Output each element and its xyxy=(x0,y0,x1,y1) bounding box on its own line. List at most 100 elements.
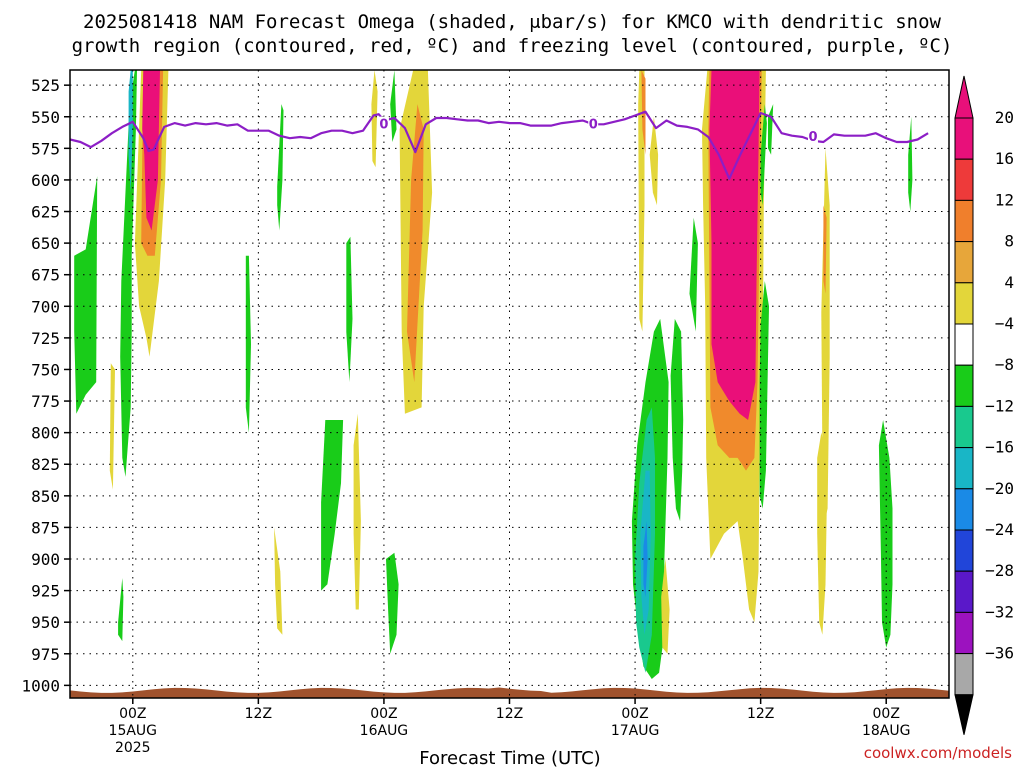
y-tick-label-1000: 1000 xyxy=(21,676,60,695)
x-tick-label-42: 12Z xyxy=(496,706,523,722)
x-tick-date-30: 16AUG xyxy=(360,723,409,739)
x-tick-date-6: 15AUG xyxy=(109,723,158,739)
omega-region-orange-37 xyxy=(823,205,827,294)
omega-region-green-39 xyxy=(908,116,913,212)
y-axis: 525 550 575 600 625 650 675 700 725 750 775 800 825 8… xyxy=(21,76,70,695)
freezing-level-label-1: 0 xyxy=(589,118,598,133)
x-tick-label-66: 12Z xyxy=(747,706,774,722)
omega-region-yellow-38 xyxy=(817,432,828,635)
freezing-label-bg-1 xyxy=(588,116,599,131)
y-tick-label-700: 700 xyxy=(31,297,60,316)
colorbar-swatch-2 xyxy=(954,199,974,243)
colorbar-swatch-12 xyxy=(954,611,974,655)
x-tick-year-6: 2025 xyxy=(115,740,151,756)
y-tick-label-875: 875 xyxy=(31,518,60,537)
omega-region-green-13 xyxy=(321,420,344,591)
colorbar-label-1: 16 xyxy=(995,149,1014,168)
freezing-level-layer: 0 0 0 xyxy=(70,110,929,180)
colorbar-label-11: −28 xyxy=(985,561,1014,580)
freezing-label-bg-0 xyxy=(378,116,389,131)
x-tick-label-18: 12Z xyxy=(245,706,272,722)
y-tick-label-650: 650 xyxy=(31,234,60,253)
colorbar-swatch-1 xyxy=(954,158,974,201)
y-tick-label-975: 975 xyxy=(31,645,60,664)
x-tick-label-78: 00Z xyxy=(873,706,900,722)
colorbar-swatch-0 xyxy=(954,117,974,160)
chart-title-line-1: 2025081418 NAM Forecast Omega (shaded, μ… xyxy=(83,11,941,33)
y-tick-label-800: 800 xyxy=(31,424,60,443)
omega-region-green-28 xyxy=(670,318,684,522)
watermark: coolwx.com/models xyxy=(864,744,1012,762)
omega-region-green-3 xyxy=(120,70,137,477)
y-tick-label-625: 625 xyxy=(31,203,60,222)
x-tick-date-78: 18AUG xyxy=(862,723,911,739)
colorbar-label-3: 8 xyxy=(1004,232,1014,251)
y-tick-label-675: 675 xyxy=(31,266,60,285)
colorbar-label-4: 4 xyxy=(1004,273,1014,292)
colorbar-label-9: −20 xyxy=(985,479,1014,498)
omega-region-yellow-14 xyxy=(353,413,361,610)
x-tick-label-6: 00Z xyxy=(119,706,146,722)
omega-region-green-40 xyxy=(878,420,893,648)
colorbar-label-0: 20 xyxy=(995,108,1014,127)
x-tick-label-54: 00Z xyxy=(621,706,648,722)
colorbar-label-12: −32 xyxy=(985,602,1014,621)
y-tick-label-575: 575 xyxy=(31,139,60,158)
freezing-level-label-0: 0 xyxy=(379,118,388,133)
freezing-level-line xyxy=(70,110,929,180)
omega-region-cyan-4 xyxy=(128,70,133,193)
omega-region-green-34 xyxy=(760,104,767,206)
colorbar-swatch-9 xyxy=(954,488,974,531)
freezing-level-label-2: 0 xyxy=(808,130,817,145)
omega-region-green-12 xyxy=(346,236,353,383)
colorbar-swatch-5 xyxy=(954,323,974,366)
y-tick-label-550: 550 xyxy=(31,108,60,127)
colorbar-swatch-6 xyxy=(954,364,974,407)
y-tick-label-775: 775 xyxy=(31,392,60,411)
chart-title-line-2: growth region (contoured, red, ºC) and f… xyxy=(72,35,953,57)
y-tick-label-750: 750 xyxy=(31,360,60,379)
omega-region-green-8 xyxy=(118,578,124,642)
colorbar-swatch-13 xyxy=(954,653,974,696)
omega-region-green-1 xyxy=(74,176,98,414)
y-tick-label-925: 925 xyxy=(31,582,60,601)
ground-fill xyxy=(70,687,949,698)
x-tick-date-54: 17AUG xyxy=(611,723,660,739)
omega-region-green-35 xyxy=(768,104,774,155)
colorbar-swatch-3 xyxy=(954,241,974,284)
y-tick-label-600: 600 xyxy=(31,171,60,190)
omega-region-green-29 xyxy=(689,217,698,332)
grid-lines xyxy=(70,70,949,698)
ground-surface xyxy=(70,687,949,698)
colorbar-label-8: −16 xyxy=(985,438,1014,457)
colorbar-swatch-8 xyxy=(954,447,974,490)
colorbar-swatch-10 xyxy=(954,529,974,572)
freezing-label-bg-2 xyxy=(807,129,818,144)
omega-region-green-16 xyxy=(390,70,397,142)
colorbar-top-triangle xyxy=(954,75,974,119)
colorbar-label-6: −8 xyxy=(995,355,1014,374)
omega-region-blue-26 xyxy=(643,521,648,597)
y-tick-label-850: 850 xyxy=(31,487,60,506)
omega-region-yellow-27 xyxy=(661,559,670,654)
omega-region-yellow-2 xyxy=(109,363,115,490)
colorbar-swatch-4 xyxy=(954,282,974,325)
colorbar-label-5: −4 xyxy=(995,314,1014,333)
colorbar: 20 16 12 8 4 −4 −8 −12 −16 −20 −24 −28 −32 −36 xyxy=(954,75,1014,735)
colorbar-label-7: −12 xyxy=(985,396,1014,415)
omega-region-yellow-15 xyxy=(371,70,378,168)
colorbar-swatch-7 xyxy=(954,405,974,449)
omega-shading-layer xyxy=(74,70,913,679)
omega-region-magenta-32 xyxy=(709,70,760,420)
colorbar-label-10: −24 xyxy=(985,520,1014,539)
colorbar-label-13: −36 xyxy=(985,644,1014,663)
omega-region-yellow-22 xyxy=(649,116,659,206)
omega-region-green-9 xyxy=(245,255,251,433)
y-tick-label-525: 525 xyxy=(31,76,60,95)
y-tick-label-825: 825 xyxy=(31,455,60,474)
omega-region-yellow-11 xyxy=(274,527,283,635)
y-tick-label-950: 950 xyxy=(31,613,60,632)
y-tick-label-900: 900 xyxy=(31,550,60,569)
